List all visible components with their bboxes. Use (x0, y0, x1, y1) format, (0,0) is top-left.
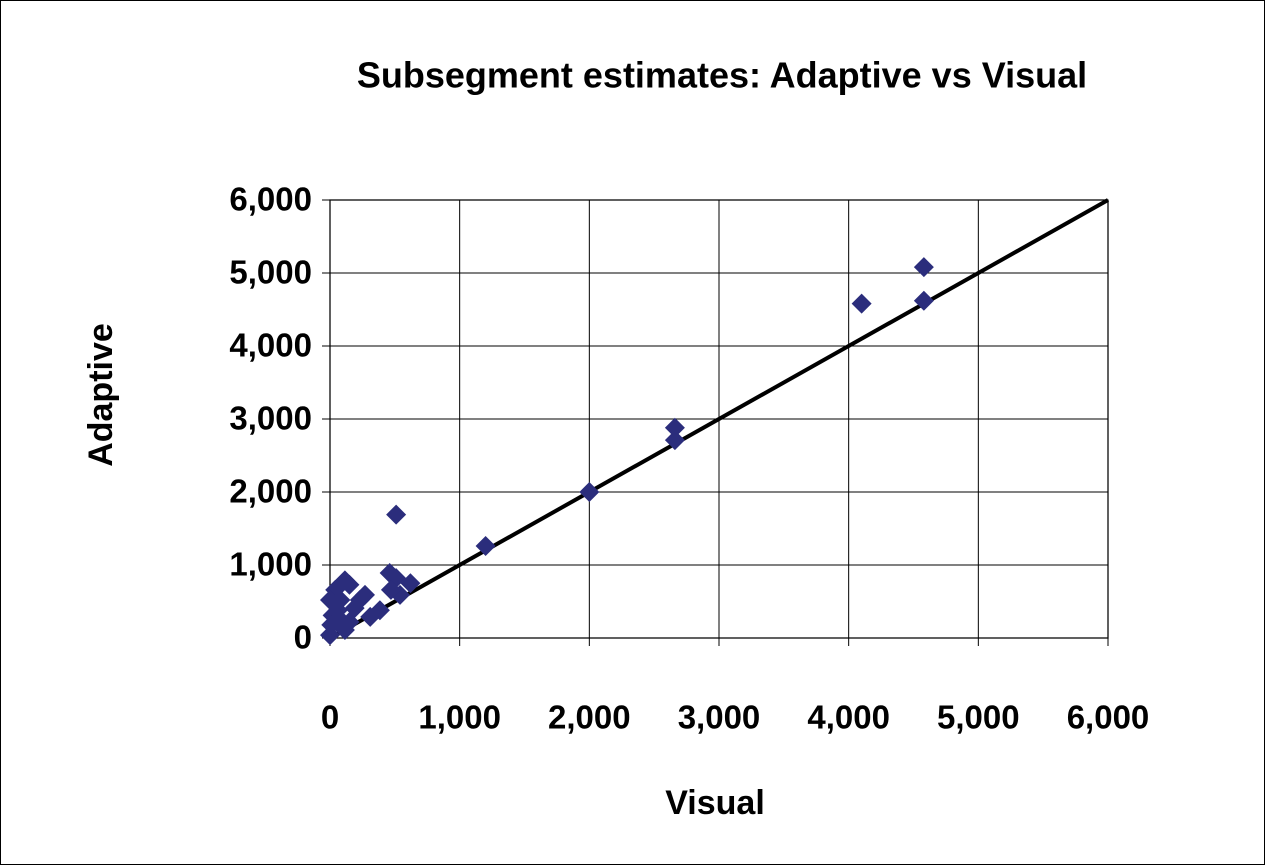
point (664, 430, 685, 451)
point (339, 611, 360, 632)
point (664, 417, 685, 438)
point (475, 536, 496, 557)
x-tick-label: 1,000 (418, 699, 501, 736)
point (913, 290, 934, 311)
x-tick-label: 6,000 (1067, 699, 1150, 736)
x-tick-label: 2,000 (548, 699, 631, 736)
point (380, 579, 401, 600)
y-tick-label: 4,000 (229, 327, 312, 364)
point (579, 482, 600, 502)
x-tick-label: 5,000 (937, 699, 1020, 736)
point (400, 573, 421, 594)
point (360, 606, 381, 627)
y-tick-label: 6,000 (229, 181, 312, 218)
y-tick-label: 0 (294, 619, 312, 656)
point (386, 504, 407, 525)
y-axis-label: Adaptive (82, 323, 120, 467)
x-tick-label: 4,000 (807, 699, 890, 736)
reference-line (329, 198, 1109, 640)
y-tick-label: 5,000 (229, 254, 312, 291)
point (913, 257, 934, 278)
x-tick-label: 0 (321, 699, 339, 736)
chart-title: Subsegment estimates: Adaptive vs Visual (357, 55, 1087, 96)
point (355, 584, 376, 605)
y-tick-label: 2,000 (229, 473, 312, 510)
point (851, 293, 872, 314)
point (321, 614, 342, 635)
x-tick-label: 3,000 (678, 699, 761, 736)
y-tick-label: 3,000 (229, 400, 312, 437)
y-tick-label: 1,000 (229, 546, 312, 583)
point (330, 590, 351, 611)
x-axis-label: Visual (665, 784, 765, 822)
